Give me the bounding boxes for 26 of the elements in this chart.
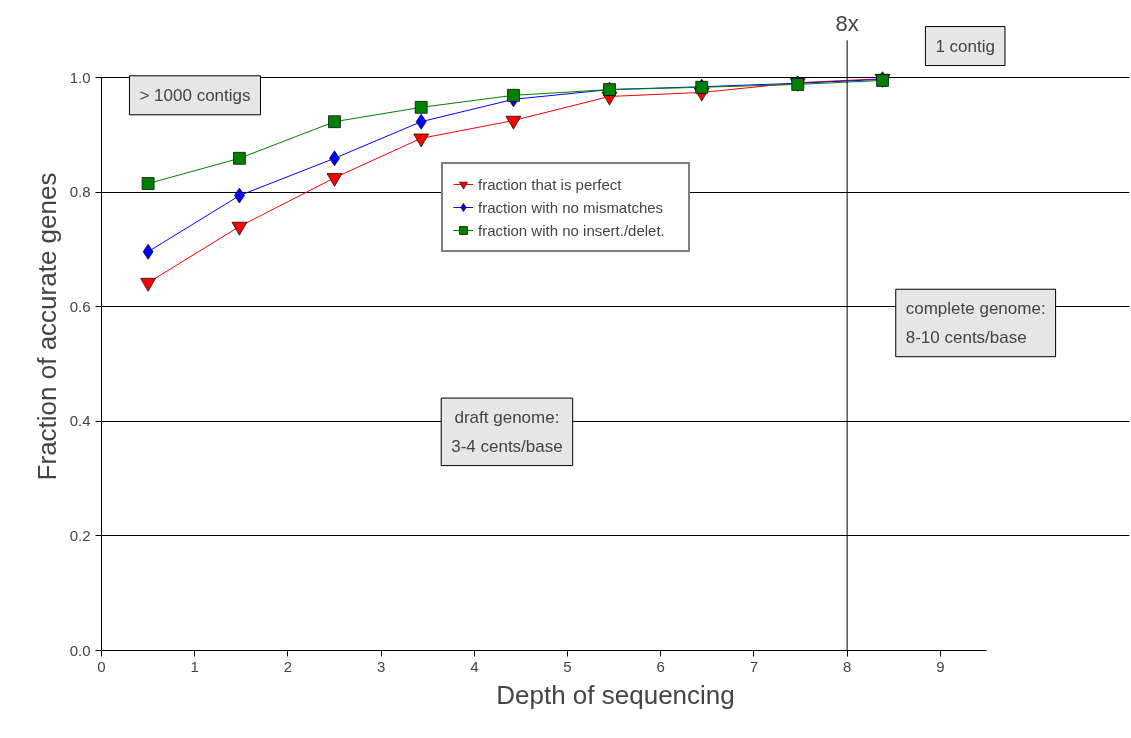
annotation: complete genome: 8-10 cents/base [905,299,1046,347]
y-axis-title: Fraction of accurate genes [31,172,62,481]
x-tick-label: 0 [97,657,106,675]
legend-label: fraction with no insert./delet. [478,221,666,239]
x-tick-label: 8 [842,657,852,675]
y-tick-label: 1.0 [69,68,91,86]
x-tick-label: 7 [749,657,759,675]
x-tick-label: 1 [190,657,199,675]
x-tick-label: 5 [563,657,572,675]
x-tick-label: 3 [376,657,386,675]
x-tick-label: 4 [470,657,479,675]
y-tick-label: 0.4 [69,412,91,430]
legend-label: fraction with no mismatches [478,198,665,216]
legend-label: fraction that is perfect [478,175,623,193]
ref-line-label: 8x [835,11,859,37]
x-axis-title: Depth of sequencing [496,679,735,710]
y-tick-label: 0.6 [69,297,91,315]
y-tick-label: 0.2 [69,526,91,544]
annotation: draft genome: 3-4 cents/base [451,408,563,456]
x-tick-label: 9 [936,657,945,675]
text: 1 contig [935,36,995,56]
annotation: > 1000 contigs [139,85,251,105]
y-tick-label: 0.0 [69,641,91,659]
y-tick-label: 0.8 [69,183,91,201]
x-tick-label: 6 [656,657,665,675]
x-tick-label: 2 [283,657,293,675]
